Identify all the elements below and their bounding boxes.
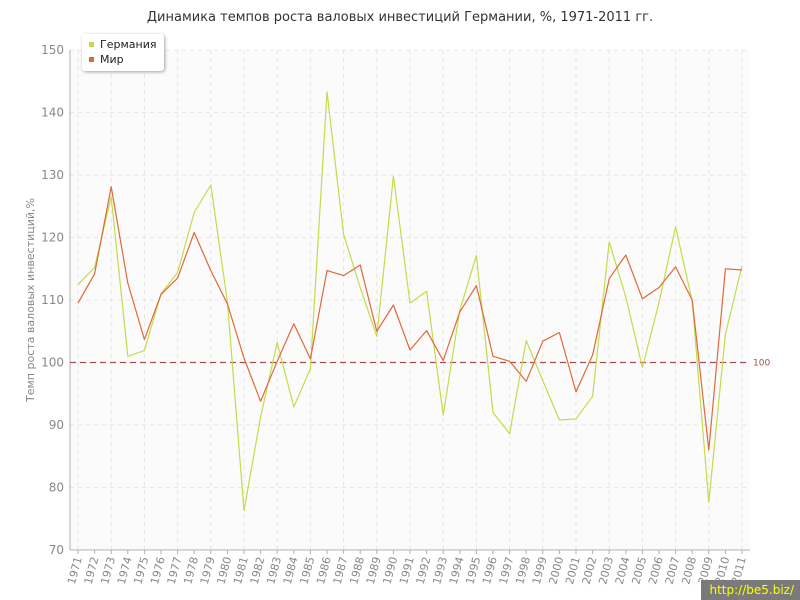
y-tick-label-150: 150 — [41, 43, 64, 57]
y-axis-label: Темп роста валовых инвестиций,% — [24, 198, 37, 403]
y-tick-label-130: 130 — [41, 168, 64, 182]
reference-line-label: 100 — [753, 359, 770, 369]
chart-title: Динамика темпов роста валовых инвестиций… — [146, 10, 654, 25]
y-tick-label-110: 110 — [41, 293, 64, 307]
y-tick-label-120: 120 — [41, 231, 64, 245]
legend-swatch-world — [89, 57, 94, 62]
series-line-world — [77, 186, 743, 451]
y-tick-label-70: 70 — [49, 543, 64, 557]
y-tick-label-140: 140 — [41, 106, 64, 120]
legend-label-germany: Германия — [100, 38, 157, 51]
legend-item-world[interactable]: Мир — [89, 52, 156, 67]
y-tick-label-100: 100 — [41, 356, 64, 370]
legend-swatch-germany — [89, 42, 94, 47]
series-line-germany — [77, 91, 743, 512]
watermark-link[interactable]: http://be5.biz/ — [701, 580, 800, 600]
y-tick-label-90: 90 — [49, 418, 64, 432]
legend: Германия Мир — [82, 34, 165, 71]
legend-label-world: Мир — [100, 53, 124, 66]
y-tick-label-80: 80 — [49, 481, 64, 495]
legend-item-germany[interactable]: Германия — [89, 37, 156, 52]
